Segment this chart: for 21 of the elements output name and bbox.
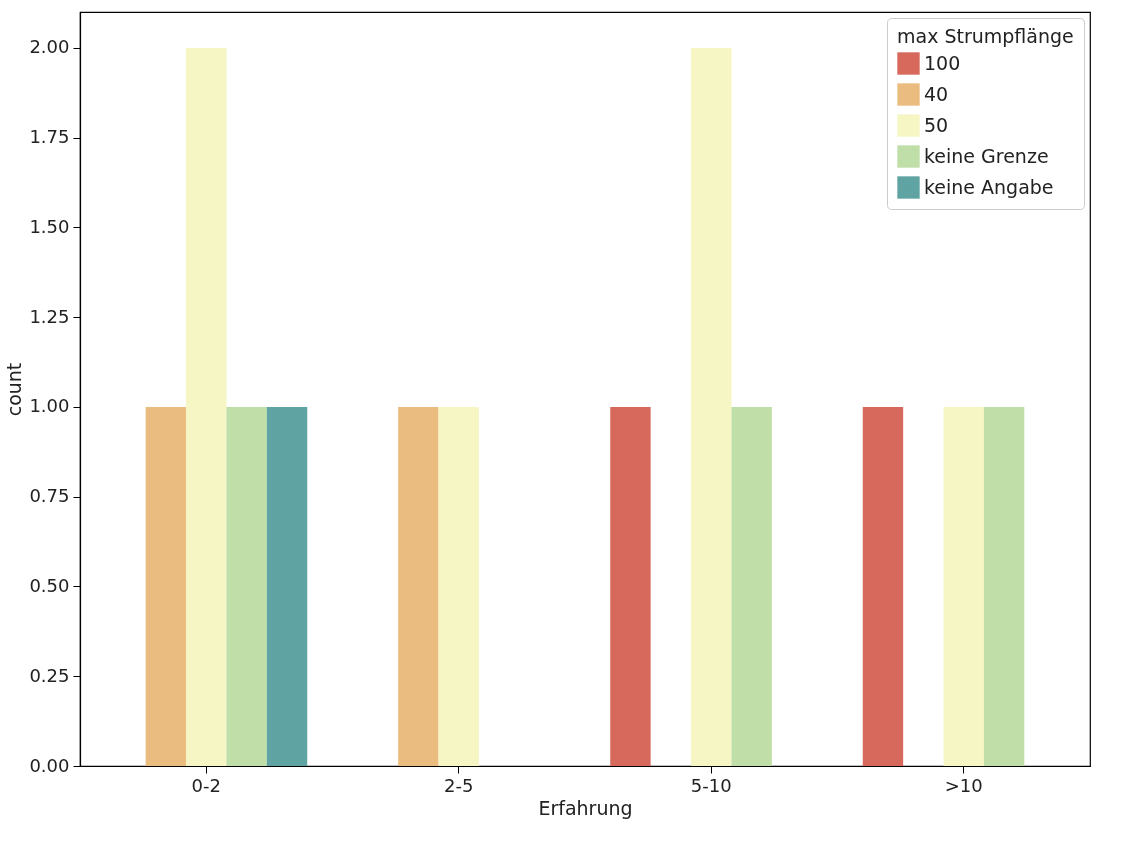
legend-title: max Strumpflänge bbox=[897, 25, 1074, 47]
x-axis-title: Erfahrung bbox=[538, 796, 633, 819]
x-tick-label: 5-10 bbox=[690, 774, 732, 796]
y-axis-title: count bbox=[3, 362, 26, 417]
y-tick-label: 0.25 bbox=[29, 664, 70, 686]
y-tick-label: 2.00 bbox=[29, 36, 70, 58]
legend-label: keine Angabe bbox=[924, 175, 1054, 198]
y-tick-label: 1.75 bbox=[29, 126, 70, 148]
y-tick-label: 1.25 bbox=[29, 305, 70, 327]
y-tick-label: 0.75 bbox=[29, 485, 70, 507]
legend-label: 100 bbox=[924, 51, 961, 74]
legend-label: 50 bbox=[924, 113, 949, 136]
legend-label: 40 bbox=[924, 82, 949, 105]
y-tick-label: 0.50 bbox=[29, 574, 70, 596]
y-tick-label: 0.00 bbox=[29, 754, 70, 776]
x-tick-label: 0-2 bbox=[191, 774, 221, 796]
y-tick-label: 1.50 bbox=[29, 215, 70, 237]
y-tick-label: 1.00 bbox=[29, 395, 70, 417]
legend-label: keine Grenze bbox=[924, 144, 1049, 167]
x-tick-label: >10 bbox=[944, 774, 983, 796]
x-tick-label: 2-5 bbox=[444, 774, 474, 796]
